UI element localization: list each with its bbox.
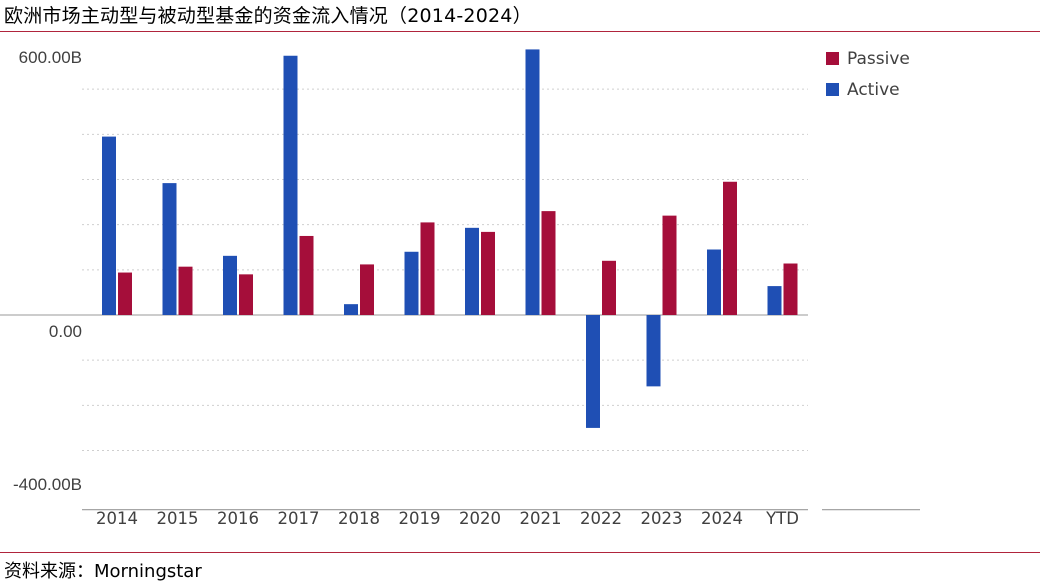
legend-swatch-active xyxy=(826,83,839,96)
chart-title: 欧洲市场主动型与被动型基金的资金流入情况（2014-2024） xyxy=(4,5,532,27)
x-tick-label: 2021 xyxy=(520,509,562,528)
bar-active-ytd xyxy=(767,286,782,315)
bar-passive-2020 xyxy=(481,231,495,315)
bar-active-2017 xyxy=(283,55,298,315)
legend-label-active: Active xyxy=(847,80,900,100)
bar-passive-2019 xyxy=(420,222,435,315)
bar-passive-2014 xyxy=(118,272,132,315)
bar-chart: 600.00B 0.00 -400.00B 2014 2015 2016 2017 2018… xyxy=(0,48,920,528)
x-tick-label: 2015 xyxy=(157,509,199,528)
legend-swatch-passive xyxy=(826,52,839,65)
bars xyxy=(102,49,798,428)
bar-active-2019 xyxy=(404,251,419,315)
x-tick-label: 2014 xyxy=(96,509,138,528)
bar-passive-2024 xyxy=(723,181,737,315)
bar-passive-2017 xyxy=(299,235,314,315)
y-tick-label: -400.00B xyxy=(13,475,82,494)
bar-passive-2022 xyxy=(602,260,616,315)
bar-passive-ytd xyxy=(783,263,798,315)
x-tick-label: 2024 xyxy=(701,509,743,528)
x-tick-label: 2020 xyxy=(459,509,501,528)
bar-active-2023 xyxy=(646,315,661,387)
axes xyxy=(0,314,920,511)
bar-passive-2023 xyxy=(662,215,677,315)
bar-passive-2021 xyxy=(541,211,556,315)
top-divider xyxy=(0,31,1040,32)
bar-active-2022 xyxy=(586,315,600,428)
x-tick-label: 2023 xyxy=(641,509,683,528)
bottom-divider xyxy=(0,552,1040,553)
x-tick-label: 2022 xyxy=(580,509,622,528)
bar-active-2018 xyxy=(344,304,358,315)
x-tick-label: 2017 xyxy=(278,509,320,528)
y-tick-label: 0.00 xyxy=(49,322,82,341)
legend-label-passive: Passive xyxy=(847,49,910,69)
legend: Passive Active xyxy=(826,49,910,100)
bar-passive-2018 xyxy=(360,264,374,315)
bar-active-2016 xyxy=(223,255,237,315)
x-tick-label: 2019 xyxy=(399,509,441,528)
x-tick-label: 2018 xyxy=(338,509,380,528)
bar-active-2015 xyxy=(162,183,177,315)
bar-passive-2016 xyxy=(239,274,253,315)
bar-active-2014 xyxy=(102,136,116,315)
x-axis-labels: 2014 2015 2016 2017 2018 2019 2020 2021 2022 2023… xyxy=(96,509,799,528)
x-tick-label: YTD xyxy=(765,509,799,528)
bar-active-2021 xyxy=(525,49,540,316)
y-tick-label: 600.00B xyxy=(19,48,82,67)
source-note: 资料来源：Morningstar xyxy=(4,561,202,582)
bar-passive-2015 xyxy=(178,266,193,315)
bar-active-2020 xyxy=(465,227,479,315)
gridlines xyxy=(82,88,808,451)
x-tick-label: 2016 xyxy=(217,509,259,528)
bar-active-2024 xyxy=(707,249,721,315)
y-axis-labels: 600.00B 0.00 -400.00B xyxy=(13,48,82,494)
